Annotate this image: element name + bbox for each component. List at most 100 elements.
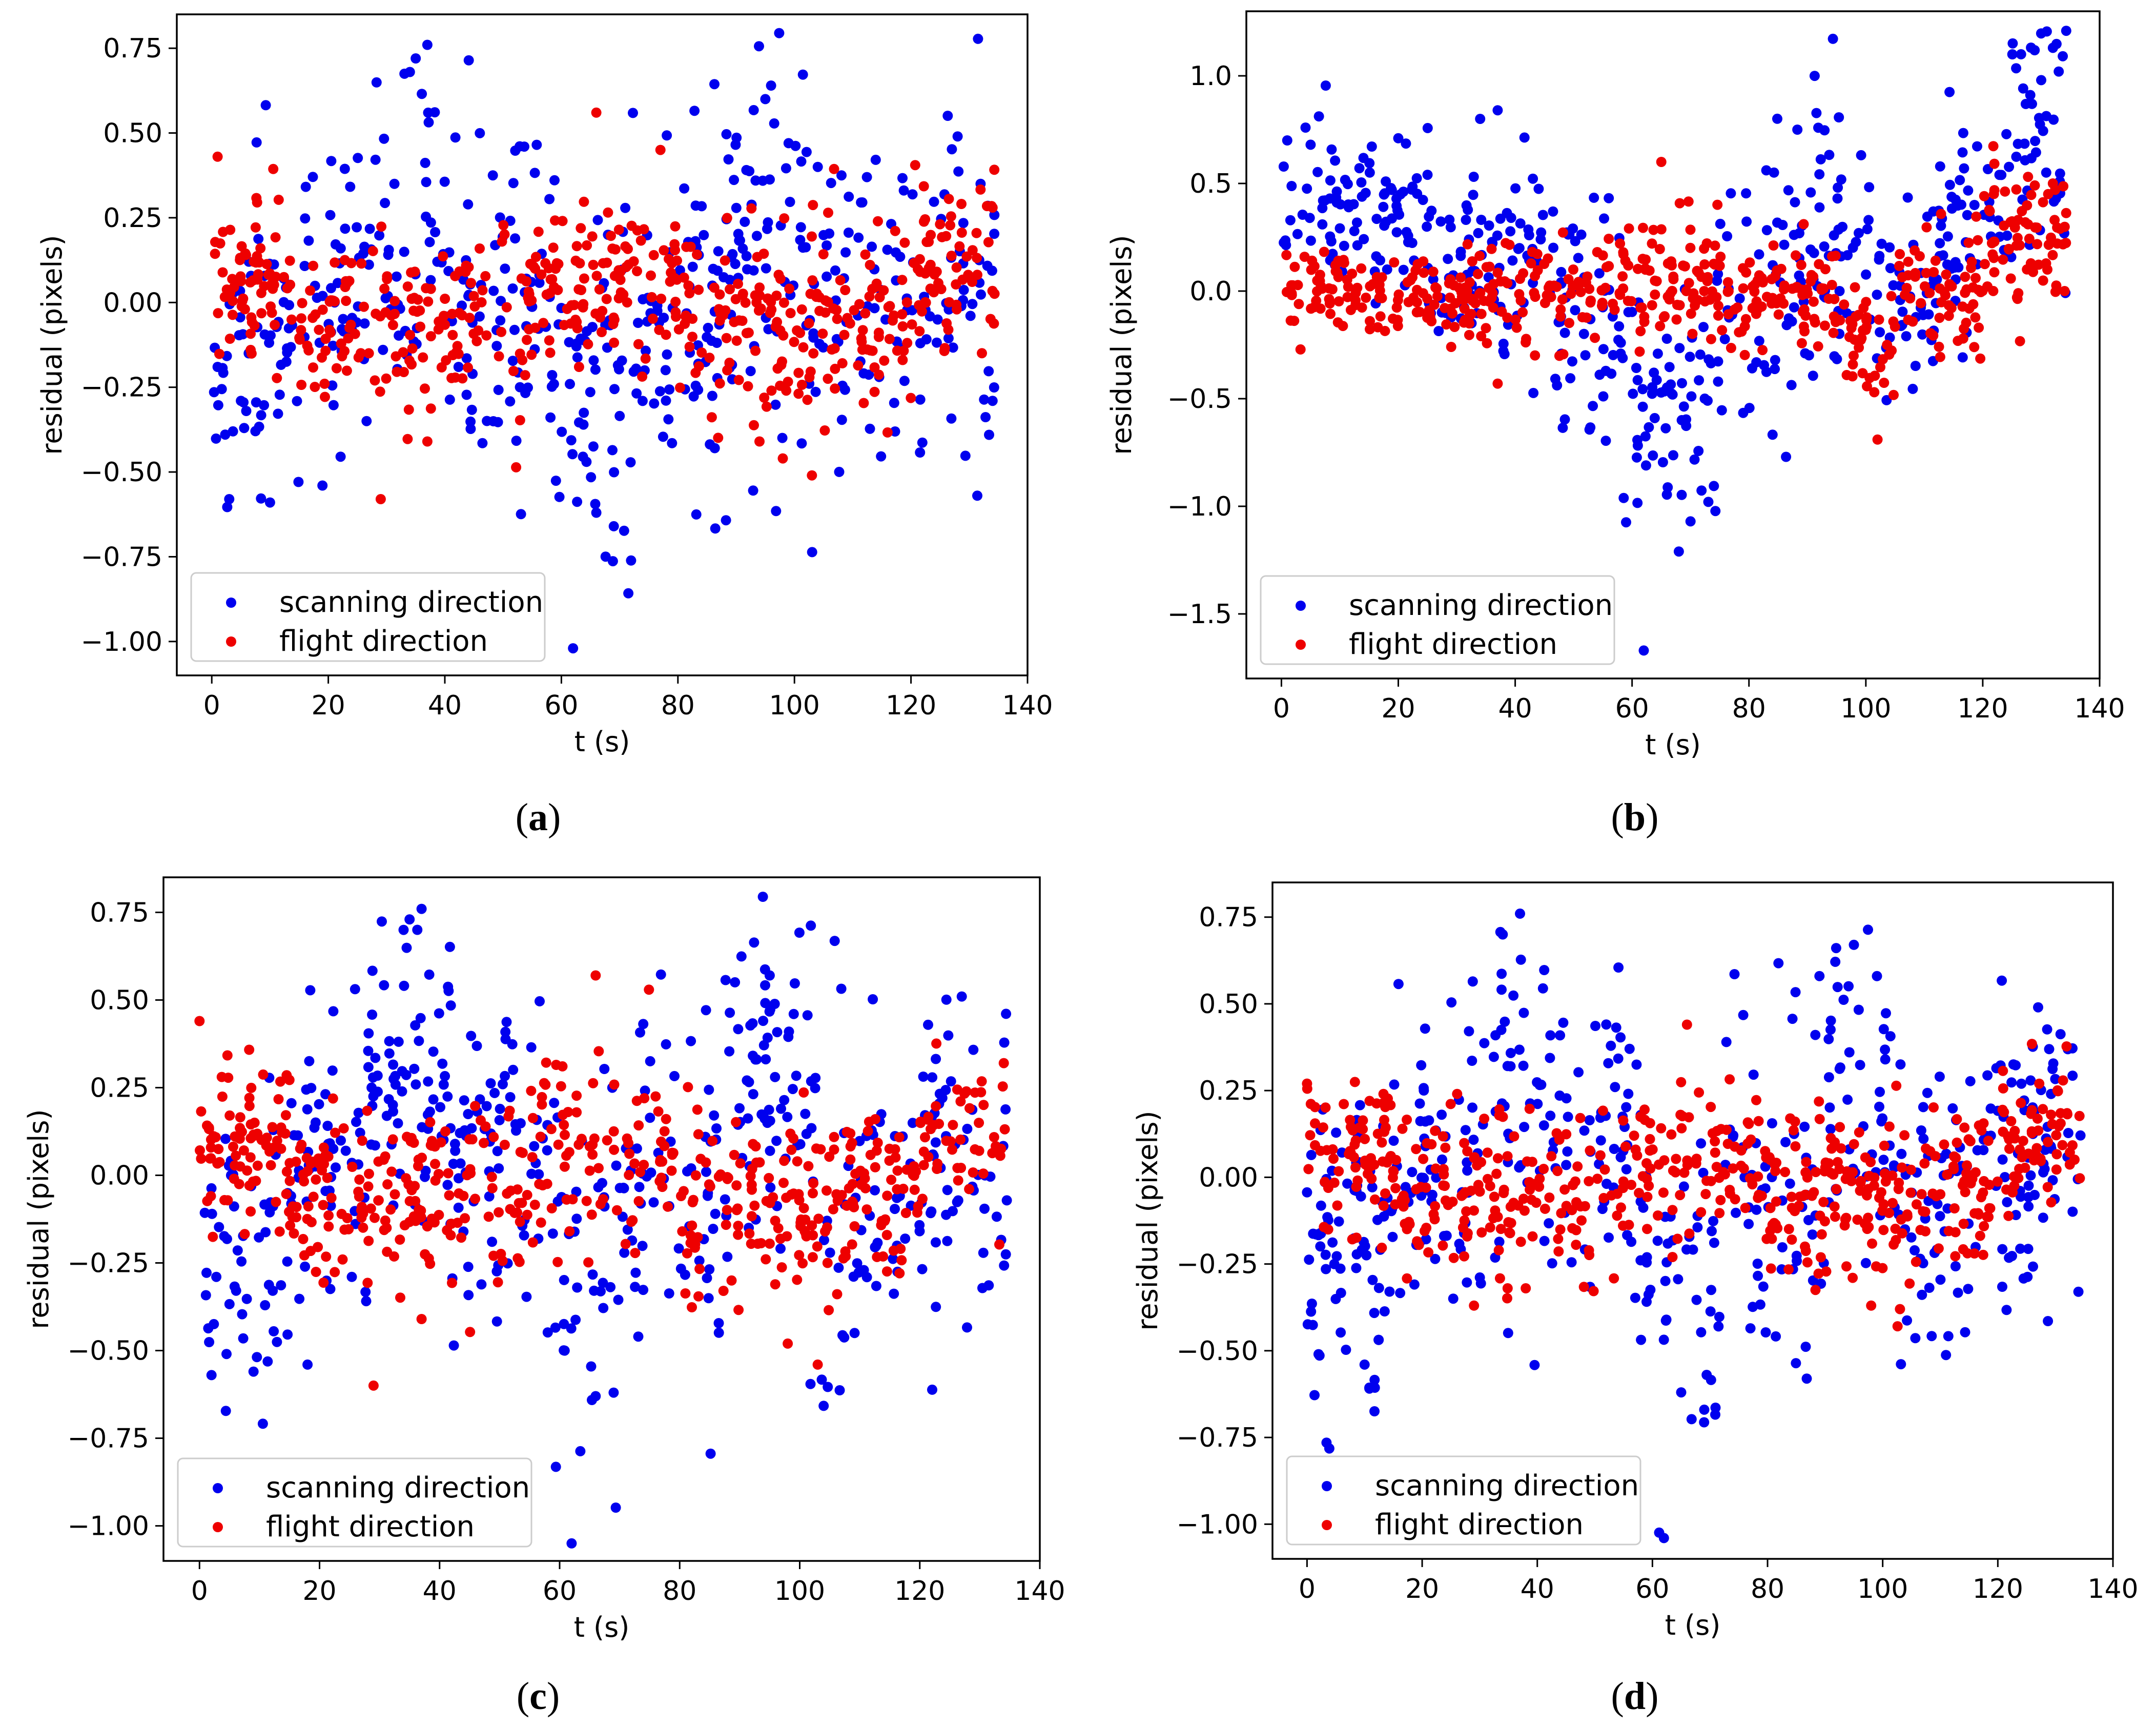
flight-point [2059,221,2070,232]
flight-point [855,1165,866,1176]
flight-point [317,304,328,315]
flight-point [779,213,790,224]
flight-point [416,1314,427,1324]
flight-point [789,337,799,347]
y-tick-label: −0.5 [1167,384,1232,415]
scanning-point [352,222,362,233]
scanning-point [1326,144,1337,155]
scanning-point [1342,1178,1352,1189]
flight-point [1880,1176,1891,1187]
flight-point [422,436,433,447]
flight-point [223,1073,234,1083]
scanning-point [1632,440,1643,451]
flight-point [722,365,733,376]
scanning-point [2030,147,2041,158]
flight-point [1765,1263,1776,1274]
flight-point [892,345,902,356]
scanning-point [507,356,518,366]
scanning-point [918,1072,929,1082]
flight-point [1347,1125,1358,1136]
flight-point [754,290,765,301]
scanning-point [979,1203,990,1214]
flight-point [1935,352,1945,362]
flight-point [552,1257,563,1267]
flight-point [2059,286,2070,296]
flight-point [894,1268,905,1279]
flight-point [1830,1211,1840,1222]
scanning-point [475,128,485,138]
scanning-point [2016,1078,2027,1089]
scanning-point [491,1316,502,1327]
flight-point [1892,1321,1903,1332]
scanning-point [915,338,926,348]
flight-point [1592,1174,1603,1184]
scanning-point [771,506,782,517]
flight-point [244,1093,255,1103]
flight-point [1871,1261,1881,1272]
flight-point [1667,1252,1678,1262]
scanning-point [232,1245,243,1256]
flight-point [770,321,781,332]
y-tick-label: 0.00 [103,287,162,318]
scanning-point [283,323,294,334]
scanning-point [917,437,928,448]
scanning-point [843,228,854,238]
flight-point [653,1106,664,1117]
flight-point [425,1259,436,1269]
scanning-point [1488,1052,1499,1062]
flight-point [1670,1167,1681,1178]
scanning-point [1001,1008,1012,1019]
flight-point [1502,1283,1513,1293]
scanning-point [550,1462,561,1472]
scanning-point [1698,1167,1709,1178]
scanning-point [1825,1124,1836,1135]
scanning-point [338,314,348,324]
scanning-point [1515,218,1526,229]
scanning-point [568,643,579,654]
flight-point [1674,198,1685,209]
scanning-point [359,318,370,329]
flight-point [252,197,262,208]
flight-point [608,1126,619,1137]
points-group [209,28,1000,654]
scanning-point [1896,1359,1906,1370]
scanning-point [1743,1219,1754,1229]
scanning-point [2023,1201,2034,1212]
flight-point [540,258,551,269]
flight-point [1459,303,1470,314]
scanning-point [942,1185,953,1196]
scanning-point [337,324,347,335]
scanning-point [1330,155,1341,166]
legend-label-scanning: scanning direction [279,586,543,619]
flight-point [195,1145,205,1156]
flight-point [354,1174,365,1185]
scanning-point [1507,255,1518,266]
flight-point [1668,274,1679,284]
scanning-point [1771,1331,1781,1342]
flight-point [1458,1189,1468,1200]
flight-point [655,145,666,155]
flight-point [545,288,556,298]
flight-point [987,202,998,213]
scanning-point [1902,192,1913,203]
scanning-point [788,1008,799,1019]
flight-point [1642,1191,1653,1202]
scanning-point [758,1016,769,1026]
flight-point [837,358,848,368]
flight-point [1397,1123,1408,1134]
scanning-point [1354,163,1365,174]
flight-point [267,1122,278,1133]
flight-point [974,1118,984,1128]
scanning-point [932,314,943,325]
flight-point [808,200,818,211]
flight-point [1768,240,1779,251]
flight-point [1744,1173,1755,1184]
flight-point [499,229,510,240]
flight-point [1648,224,1659,235]
flight-point [746,203,757,214]
flight-point [420,383,430,394]
flight-point [1402,1115,1412,1125]
scanning-point [448,1340,459,1351]
flight-point [808,1178,819,1188]
scanning-point [285,342,296,353]
